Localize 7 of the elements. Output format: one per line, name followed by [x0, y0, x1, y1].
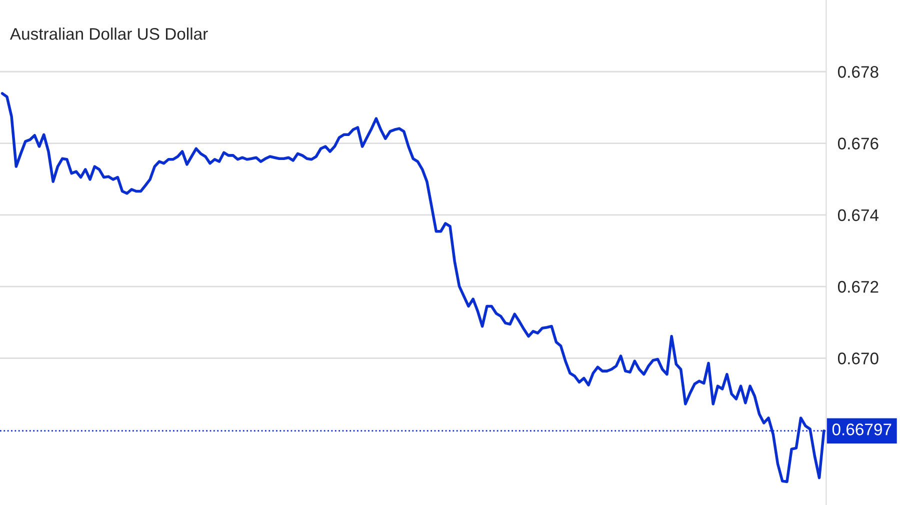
y-tick-label: 0.678	[838, 66, 878, 78]
y-tick-label: 0.676	[838, 138, 878, 150]
y-tick-label: 0.670	[838, 352, 878, 364]
y-tick-label: 0.672	[838, 280, 878, 293]
ref-line-label: 0.66797	[832, 424, 892, 436]
y-tick-label: 0.674	[838, 209, 879, 222]
text: Australian Dollar US Dollar	[10, 28, 208, 40]
